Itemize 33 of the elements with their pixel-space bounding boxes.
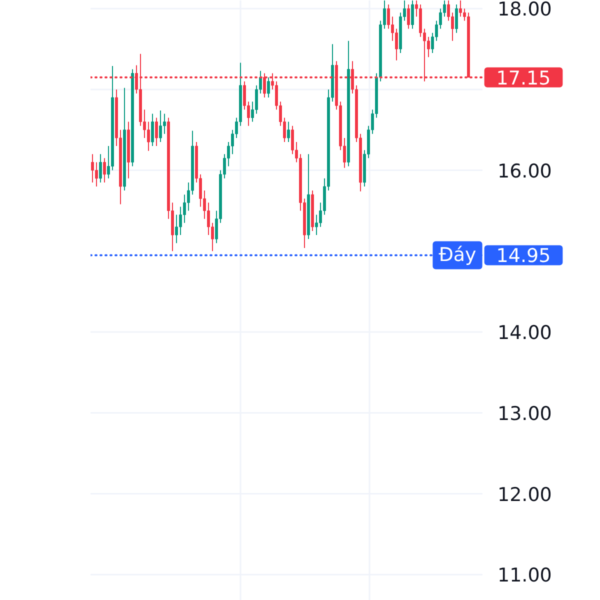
- candlestick: [395, 28, 398, 61]
- candlestick: [147, 121, 150, 152]
- candlestick: [183, 194, 186, 224]
- candlestick: [411, 0, 414, 30]
- candlestick: [387, 4, 390, 30]
- y-tick-label: 16.00: [498, 160, 552, 182]
- y-tick-label: 14.95: [496, 245, 551, 268]
- y-tick-label: 11.00: [498, 564, 552, 587]
- candlestick: [427, 36, 430, 58]
- candlestick: [455, 4, 458, 34]
- candlestick: [207, 202, 210, 236]
- candlestick: [99, 154, 102, 183]
- y-tick-label: 14.00: [498, 322, 552, 344]
- candlestick: [163, 113, 166, 134]
- candlestick: [91, 154, 94, 183]
- y-tick-label: 13.00: [498, 402, 552, 425]
- candlestick: [291, 125, 294, 155]
- y-tick-label: 18.00: [498, 0, 552, 21]
- candlestick: [407, 4, 410, 30]
- candlestick: [179, 206, 182, 236]
- candlestick: [159, 110, 162, 143]
- candlestick: [95, 162, 98, 187]
- candlestick: [103, 158, 106, 183]
- y-tick-label: 12.00: [498, 484, 552, 506]
- ref-line-label: Đáy: [438, 244, 476, 266]
- candlestick: [175, 214, 178, 244]
- candlestick: [267, 76, 270, 98]
- candlestick: [287, 121, 290, 143]
- candlestick: [155, 117, 158, 147]
- candlestick: [151, 113, 154, 147]
- y-tick-label: 17.15: [496, 67, 551, 90]
- candlestick: [315, 214, 318, 236]
- candlestick: [459, 0, 462, 18]
